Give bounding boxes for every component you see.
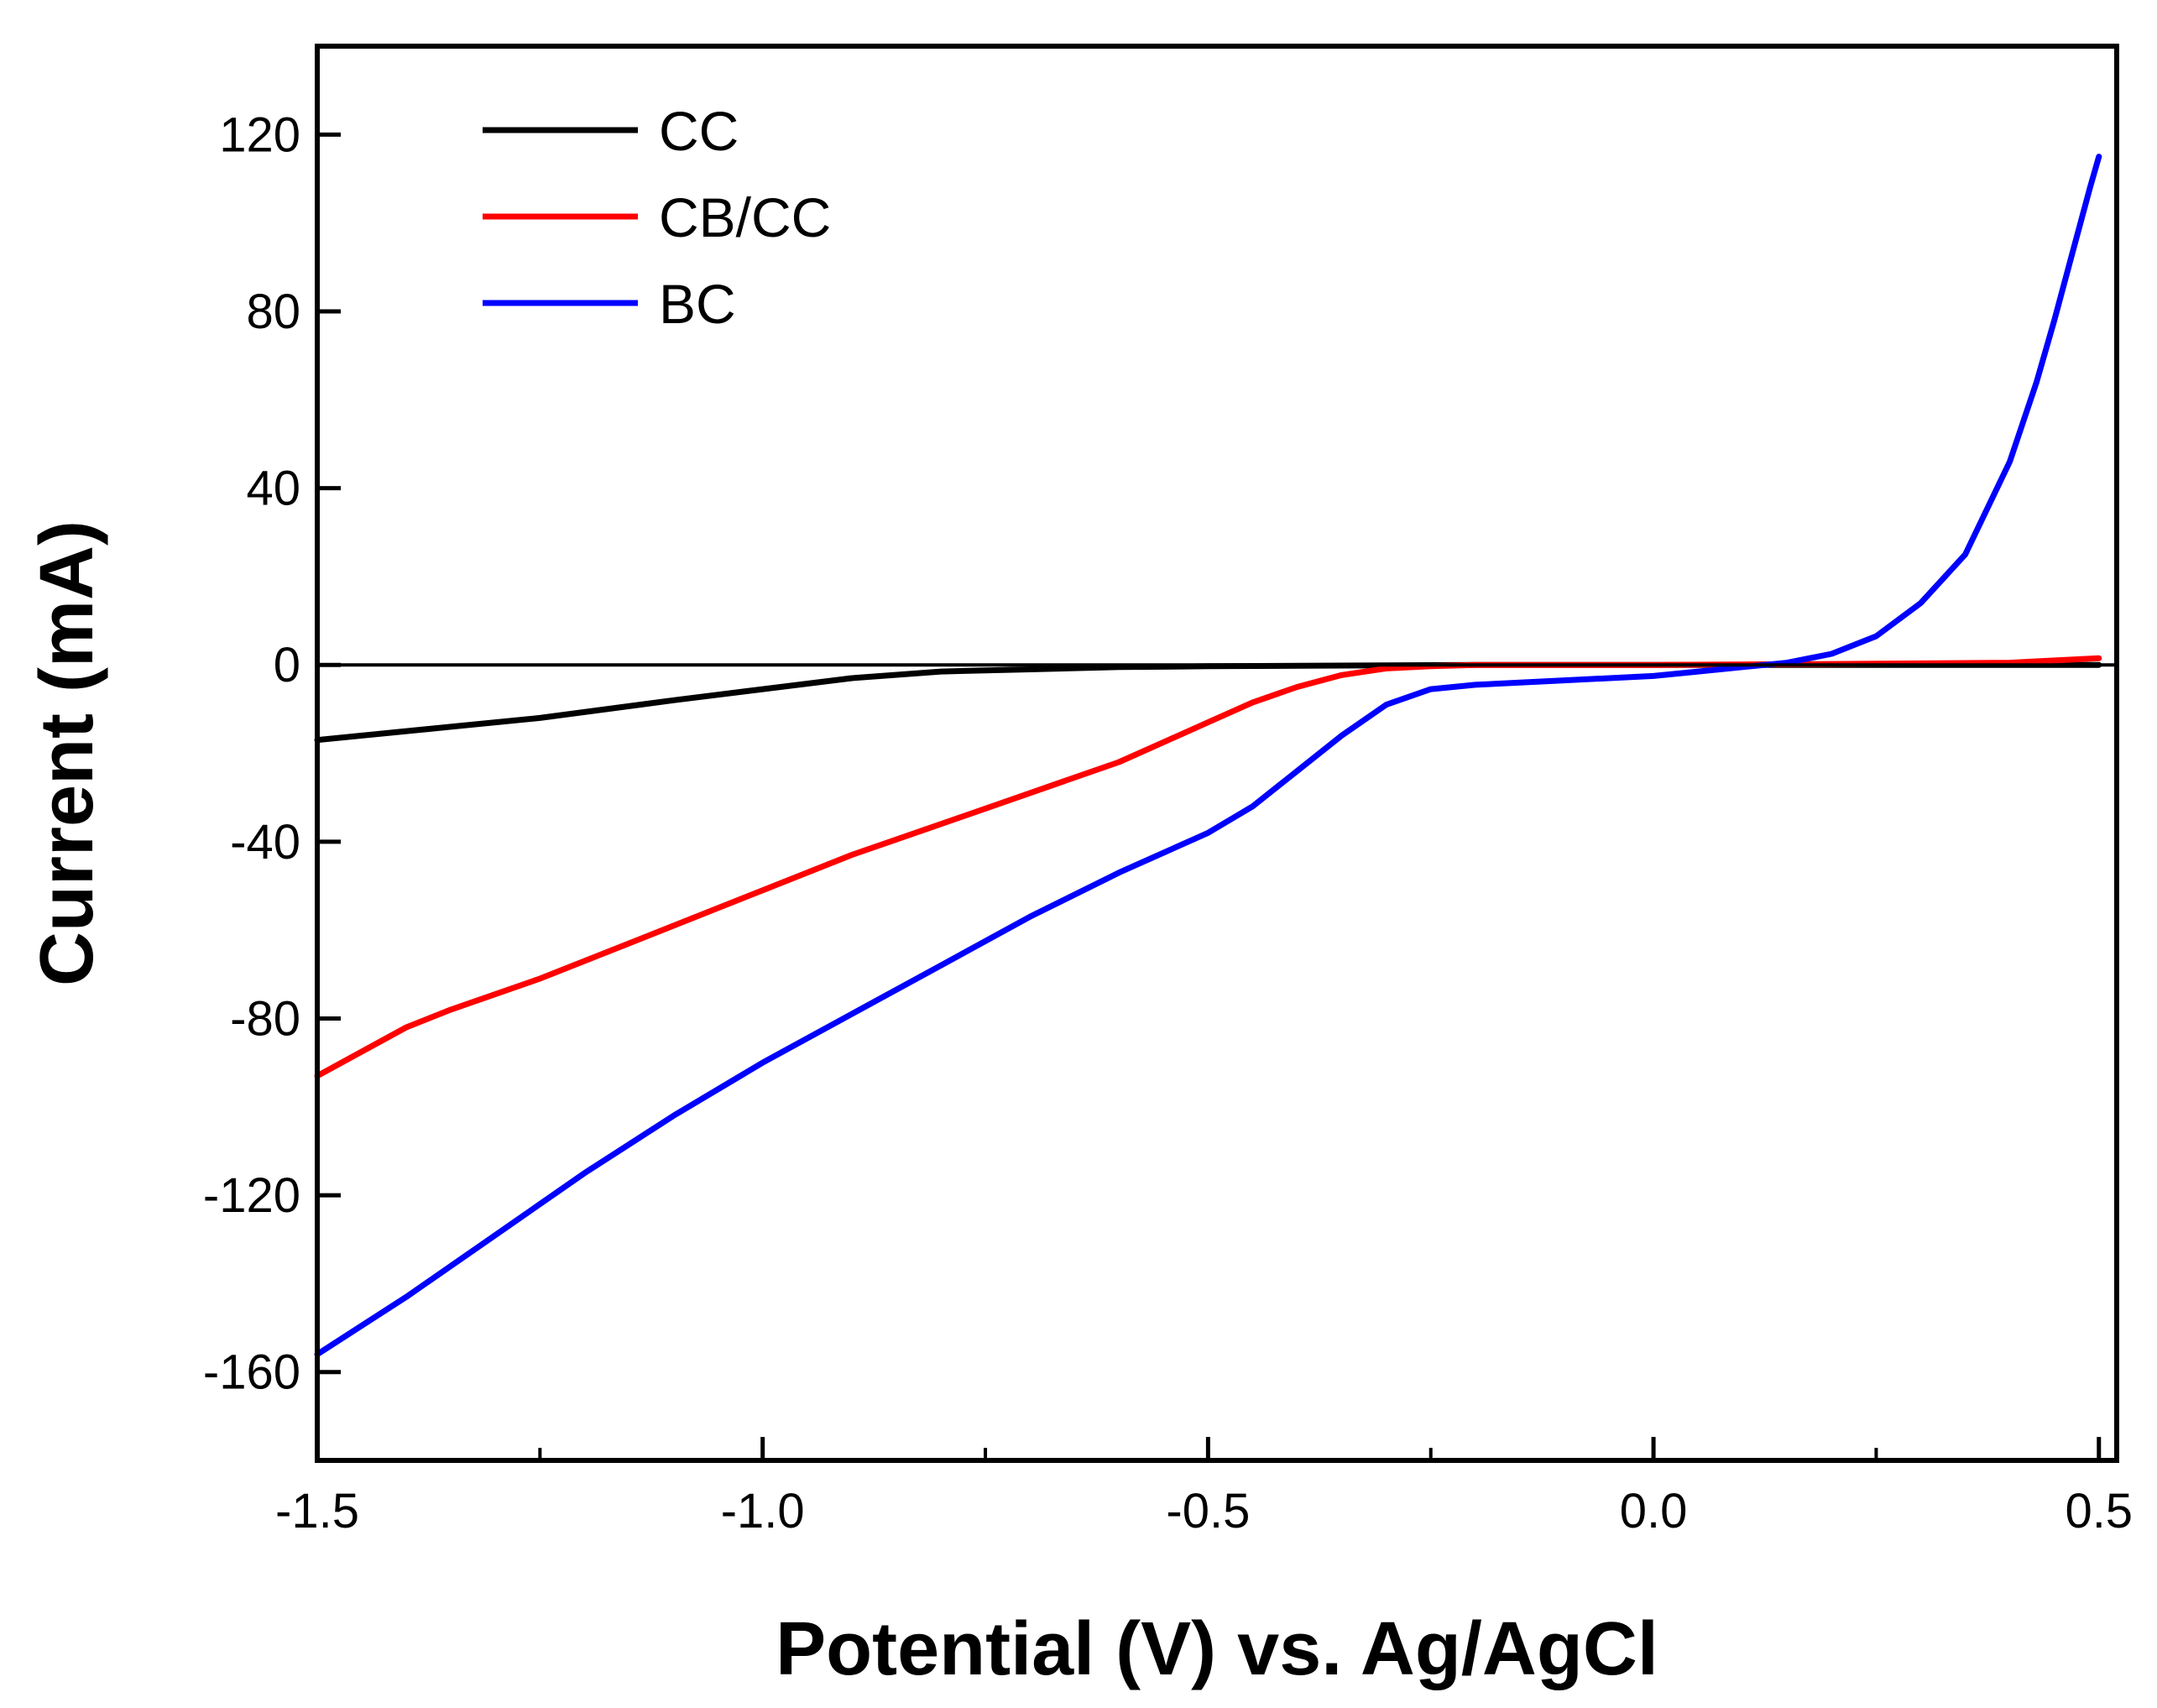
x-tick-label: -1.5 — [275, 1484, 359, 1538]
y-tick-label: -120 — [203, 1168, 300, 1223]
legend-label: CC — [659, 100, 739, 162]
y-tick-label: -40 — [230, 815, 300, 870]
y-axis-ticks: 120 80 40 0 -40 -80 -120 -160 — [203, 107, 341, 1400]
x-tick-label: -1.0 — [721, 1484, 805, 1538]
legend-label: BC — [659, 273, 736, 335]
x-tick-label: 0.0 — [1620, 1484, 1688, 1538]
y-tick-label: 120 — [219, 107, 300, 162]
series-line-bc — [314, 154, 2102, 1358]
series-line-cc — [314, 661, 2102, 744]
x-axis-title: Potential (V) vs. Ag/AgCl — [776, 1607, 1658, 1691]
y-tick-label: 40 — [246, 462, 300, 516]
plot-frame — [315, 44, 2119, 1463]
series-line-cb-cc — [314, 655, 2102, 1079]
y-tick-label: -80 — [230, 991, 300, 1046]
legend-label: CB/CC — [659, 186, 831, 248]
x-tick-label: 0.5 — [2065, 1484, 2133, 1538]
y-tick-label: 0 — [274, 638, 300, 692]
y-axis-title: Current (mA) — [25, 520, 109, 986]
y-tick-label: 80 — [246, 285, 300, 339]
x-axis-ticks: -1.5 -1.0 -0.5 0.0 0.5 — [275, 1437, 2133, 1538]
legend: CC CB/CC BC — [483, 100, 831, 335]
y-tick-label: -160 — [203, 1345, 300, 1400]
x-tick-label: -0.5 — [1166, 1484, 1250, 1538]
series-curves — [314, 154, 2102, 1358]
